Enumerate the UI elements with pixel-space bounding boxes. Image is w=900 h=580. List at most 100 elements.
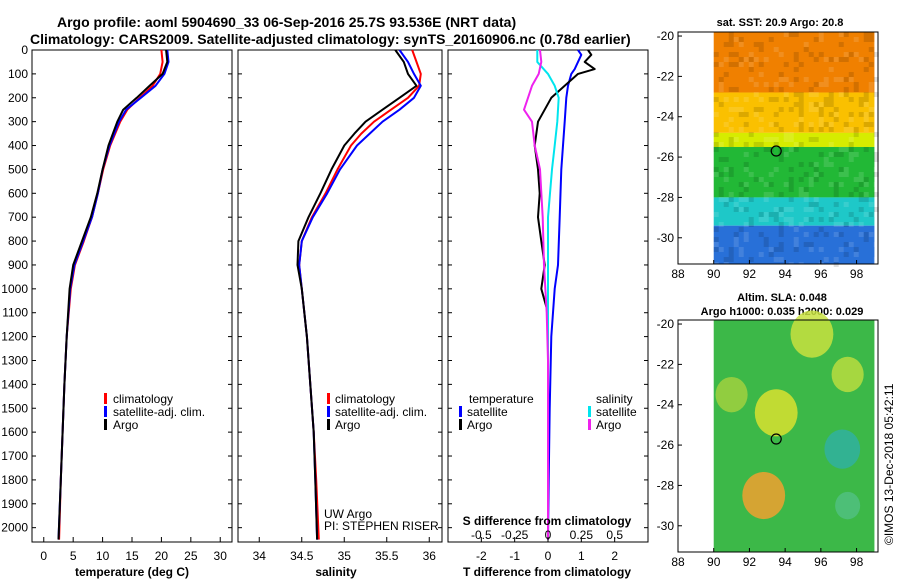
- legend-swatch-argo: [104, 419, 107, 430]
- series-line-satellite-adj-clim-: [298, 49, 422, 540]
- sst-cell: [783, 32, 789, 37]
- sst-cell: [823, 122, 829, 127]
- sst-cell: [833, 187, 839, 192]
- sst-cell: [833, 117, 839, 122]
- sst-cell: [868, 62, 874, 67]
- legend-swatch-climatology: [104, 393, 107, 404]
- sst-cell: [858, 57, 864, 62]
- sst-cell: [863, 232, 869, 237]
- sst-cell: [828, 142, 834, 147]
- sst-cell: [758, 97, 764, 102]
- sst-cell: [873, 77, 879, 82]
- sst-cell: [833, 232, 839, 237]
- sst-cell: [818, 32, 824, 37]
- series-line-satellite-adj-clim-: [57, 49, 170, 540]
- sst-cell: [743, 152, 749, 157]
- sst-cell: [783, 217, 789, 222]
- sst-cell: [783, 92, 789, 97]
- difference-legend: temperature satellite Argo salinity sate…: [459, 392, 637, 432]
- argo-location-marker: [770, 433, 782, 445]
- sst-cell: [748, 67, 754, 72]
- s-difference-x-ticks: -0.5 -0.25 0 0.25 0.5: [471, 528, 623, 542]
- sst-cell: [758, 212, 764, 217]
- salinity-legend: climatology satellite-adj. clim. Argo: [327, 392, 427, 432]
- sst-cell: [803, 187, 809, 192]
- sst-cell: [713, 172, 719, 177]
- x-tick-label: 2: [611, 549, 618, 563]
- sst-cell: [793, 147, 799, 152]
- sst-cell: [873, 212, 879, 217]
- figure-title-line1: Argo profile: aoml 5904690_33 06-Sep-201…: [57, 14, 516, 30]
- sst-cell: [793, 52, 799, 57]
- sst-cell: [818, 172, 824, 177]
- sst-band-blue: [713, 225, 875, 264]
- x-tick-label: 34: [253, 549, 267, 563]
- sst-cell: [738, 207, 744, 212]
- sst-cell: [753, 112, 759, 117]
- sst-cell: [773, 247, 779, 252]
- sst-cell: [848, 212, 854, 217]
- sst-cell: [813, 82, 819, 87]
- sst-cell: [718, 87, 724, 92]
- sst-cell: [758, 117, 764, 122]
- s-difference-label: S difference from climatology: [463, 514, 632, 528]
- sst-cell: [713, 132, 719, 137]
- sst-cell: [758, 127, 764, 132]
- sst-map-panel: sat. SST: 20.9 Argo: 20.8 88 90 92 94 96 98 -2…: [657, 17, 879, 281]
- sst-cell: [863, 237, 869, 242]
- sst-cell: [843, 167, 849, 172]
- sst-cell: [828, 127, 834, 132]
- sst-cell: [718, 222, 724, 227]
- sst-cell: [843, 147, 849, 152]
- map-x-tick-label: 96: [814, 555, 828, 569]
- sst-cell: [823, 102, 829, 107]
- sst-cell: [793, 242, 799, 247]
- sst-cell: [728, 247, 734, 252]
- sst-cell: [858, 102, 864, 107]
- sst-cell: [803, 47, 809, 52]
- map-x-tick-label: 92: [743, 267, 757, 281]
- sst-cell: [743, 182, 749, 187]
- temperature-x-ticks: 0 5 10 15 20 25 30: [32, 49, 232, 563]
- sst-cell: [738, 57, 744, 62]
- series-line-argo: [57, 49, 169, 540]
- sst-cell: [793, 247, 799, 252]
- x-tick-label: 34.5: [290, 549, 314, 563]
- sst-cell: [828, 92, 834, 97]
- sst-cell: [713, 62, 719, 67]
- sst-cell: [838, 247, 844, 252]
- sst-cell: [728, 137, 734, 142]
- sst-cell: [748, 257, 754, 262]
- sst-band-cyan: [713, 197, 875, 226]
- x-tick-label: 0: [40, 549, 47, 563]
- sst-cell: [738, 252, 744, 257]
- legend-swatch-argo: [327, 419, 330, 430]
- sst-cell: [788, 82, 794, 87]
- sst-cell: [788, 132, 794, 137]
- sst-cell: [803, 172, 809, 177]
- sst-cell: [778, 87, 784, 92]
- sst-cell: [728, 172, 734, 177]
- sla-blob: [835, 491, 861, 520]
- x-tick-label: 5: [70, 549, 77, 563]
- sst-cell: [753, 82, 759, 87]
- sst-cell: [843, 127, 849, 132]
- sst-cell: [743, 222, 749, 227]
- sst-cell: [833, 182, 839, 187]
- sst-cell: [863, 182, 869, 187]
- sst-cell: [858, 97, 864, 102]
- sla-map-subtitle: Argo h1000: 0.035 h2000: 0.029: [701, 306, 864, 318]
- sst-cell: [713, 247, 719, 252]
- salinity-x-label: salinity: [315, 565, 357, 579]
- legend-label-sal-satellite: satellite: [596, 405, 637, 419]
- sst-cell: [813, 197, 819, 202]
- sst-cell: [753, 152, 759, 157]
- sst-cell: [778, 212, 784, 217]
- sst-cell: [743, 232, 749, 237]
- sst-cell: [718, 157, 724, 162]
- sst-cell: [718, 247, 724, 252]
- sst-cell: [848, 127, 854, 132]
- sst-cell: [798, 102, 804, 107]
- legend-title-temperature: temperature: [469, 392, 534, 406]
- sst-cell: [753, 92, 759, 97]
